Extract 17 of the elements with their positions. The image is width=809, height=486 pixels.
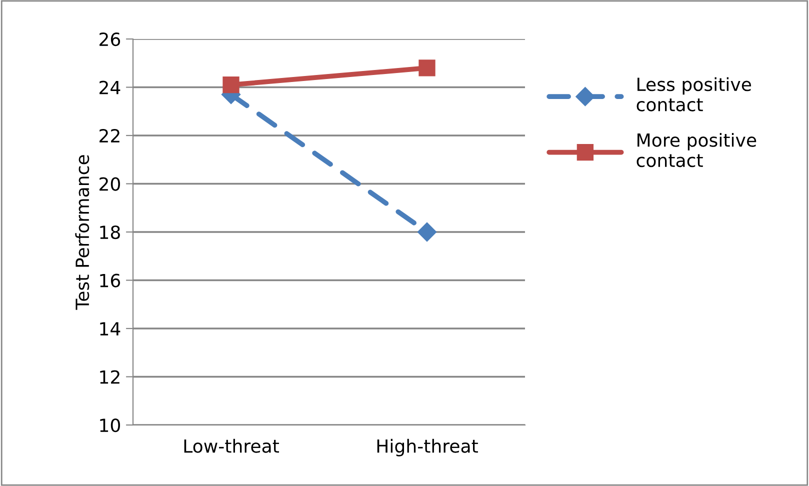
- y-tick-label: 26: [100, 32, 120, 46]
- legend-label: Less positive contact: [636, 77, 752, 112]
- y-tick-label: 22: [100, 128, 120, 142]
- point: [417, 222, 437, 242]
- x-tick-label: Low-threat: [184, 438, 279, 453]
- y-tick-label: 14: [100, 322, 120, 336]
- point: [222, 76, 240, 94]
- y-tick-label: 24: [100, 80, 120, 94]
- y-tick-label: 16: [100, 274, 120, 288]
- y-tick-label: 18: [100, 225, 120, 240]
- legend-label: More positive contact: [636, 132, 756, 168]
- y-tick-label: 20: [100, 177, 120, 191]
- point: [418, 60, 436, 76]
- y-tick-label: 12: [100, 370, 120, 384]
- y-axis-title: Test Performance: [75, 155, 90, 310]
- x-tick-label: High-threat: [377, 438, 478, 456]
- y-tick-label: 10: [100, 418, 120, 432]
